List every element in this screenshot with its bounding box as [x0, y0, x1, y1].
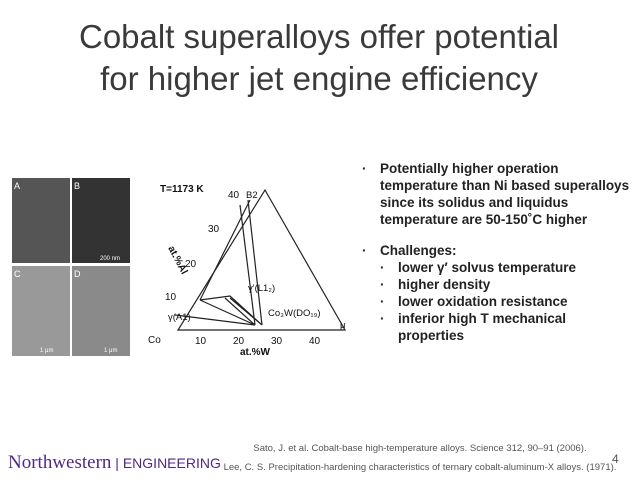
diagram-label: at.%W — [240, 347, 271, 358]
diagram-label: γ(A1) — [168, 312, 191, 323]
logo: Northwestern | ENGINEERING — [8, 452, 221, 473]
micrograph — [12, 266, 70, 356]
diagram-label: 30 — [271, 336, 283, 347]
bullet-text: Potentially higher operation temperature… — [380, 161, 630, 227]
diagram-label: μ — [340, 320, 345, 331]
logo-main: Northwestern — [8, 452, 112, 473]
diagram-label: B2 — [246, 190, 258, 201]
sub-bullet: lower γ′ solvus temperature — [380, 259, 632, 276]
diagram-label: A — [14, 181, 20, 191]
diagram-label: γ'(L1₂) — [248, 283, 275, 294]
bullet-text: Challenges: — [380, 243, 457, 258]
diagram-label: 10 — [165, 292, 177, 303]
micrograph — [72, 266, 130, 356]
micrograph — [12, 178, 70, 263]
logo-sub: ENGINEERING — [122, 455, 221, 471]
diagram-label: Co — [148, 335, 161, 346]
diagram-label: B — [74, 181, 80, 191]
bullet: Potentially higher operation temperature… — [362, 160, 632, 228]
diagram-label: 40 — [309, 336, 321, 347]
sub-bullet: inferior high T mechanical properties — [380, 310, 632, 344]
reference: Sato, J. et al. Cobalt-base high-tempera… — [253, 443, 587, 454]
diagram-label: 20 — [185, 259, 197, 270]
sub-bullet: lower oxidation resistance — [380, 293, 632, 310]
diagram-label: C — [14, 269, 21, 279]
diagram-label: 1 μm — [40, 348, 53, 354]
diagram-label: 40 — [228, 190, 240, 201]
bullet: Challenges:lower γ′ solvus temperaturehi… — [362, 242, 632, 344]
diagram-label: Co₃W(DO₁₉) — [268, 308, 321, 319]
reference: Lee, C. S. Precipitation-hardening chara… — [223, 462, 617, 473]
diagram-label: 1 μm — [104, 348, 117, 354]
title-line: Cobalt superalloys offer potential — [78, 18, 559, 55]
diagram-label: 10 — [195, 336, 207, 347]
diagram-label: 30 — [208, 224, 220, 235]
diagram-label: D — [74, 269, 81, 279]
sub-bullet: higher density — [380, 276, 632, 293]
page-number: 4 — [612, 452, 619, 466]
diagram-label: 200 nm — [100, 256, 120, 262]
bullet-list: Potentially higher operation temperature… — [362, 160, 632, 358]
diagram-label: T=1173 K — [160, 184, 204, 195]
title-line: for higher jet engine efficiency — [100, 60, 538, 97]
diagram-label: 20 — [233, 336, 245, 347]
phase-diagram — [174, 188, 347, 331]
micrograph — [72, 178, 130, 263]
